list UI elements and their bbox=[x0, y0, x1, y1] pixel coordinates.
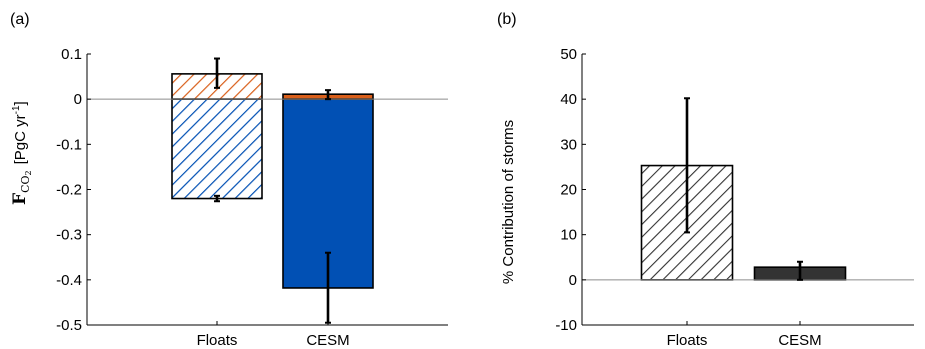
panel-b-y-axis-label: % Contribution of storms bbox=[500, 120, 517, 284]
x-tick-label: CESM bbox=[306, 332, 349, 349]
y-tick-label: -0.2 bbox=[56, 182, 82, 199]
panel-b-y-ticks: 50 40 30 20 10 0 -10 bbox=[555, 46, 586, 334]
panel-b-x-ticks: Floats CESM bbox=[667, 321, 822, 349]
ylabel-sup: -1 bbox=[11, 105, 22, 114]
y-tick-label: -0.4 bbox=[56, 272, 82, 289]
y-tick-label: -0.3 bbox=[56, 227, 82, 244]
y-tick-label: 0 bbox=[569, 272, 577, 289]
panel-a-axes bbox=[86, 54, 448, 326]
ylabel-units: [PgC yr bbox=[12, 114, 29, 164]
y-tick-label: 40 bbox=[560, 91, 577, 108]
y-tick-label: 30 bbox=[560, 136, 577, 153]
panel-a-y-axis-label: FCO2 [PgC yr-1] bbox=[10, 101, 33, 205]
panel-b-label: (b) bbox=[497, 11, 517, 28]
x-tick-label: Floats bbox=[197, 332, 238, 349]
panel-a-y-ticks: 0.1 0 -0.1 -0.2 -0.3 -0.4 -0.5 bbox=[56, 46, 91, 334]
panel-a-label: (a) bbox=[10, 11, 30, 28]
panel-b-error-bars bbox=[684, 97, 803, 281]
y-tick-label: -0.1 bbox=[56, 136, 82, 153]
y-tick-label: 50 bbox=[560, 46, 577, 63]
panel-b-bars bbox=[640, 164, 847, 281]
y-tick-label: -10 bbox=[555, 317, 577, 334]
y-tick-label: 0 bbox=[74, 91, 82, 108]
ylabel-close: ] bbox=[12, 101, 29, 105]
bar-floats-s1 bbox=[171, 98, 263, 200]
x-tick-label: CESM bbox=[778, 332, 821, 349]
y-tick-label: 10 bbox=[560, 227, 577, 244]
y-tick-label: -0.5 bbox=[56, 317, 82, 334]
x-tick-label: Floats bbox=[667, 332, 708, 349]
panel-a-x-ticks: Floats CESM bbox=[197, 321, 350, 349]
ylabel-sub: CO bbox=[19, 175, 32, 192]
y-tick-label: 0.1 bbox=[61, 46, 82, 63]
y-tick-label: 20 bbox=[560, 182, 577, 199]
panel-b-axes bbox=[581, 54, 914, 326]
panel-b: (b) 50 40 30 20 10 0 -10 Floats CESM % Contribu… bbox=[497, 11, 914, 349]
panel-a-bars bbox=[171, 73, 374, 289]
ylabel-subsub: 2 bbox=[24, 170, 33, 175]
panel-a: (a) 0.10-0.1-0.2-0.3-0.4-0.5 Floats CESM … bbox=[10, 11, 448, 349]
ylabel-main: F bbox=[10, 193, 30, 205]
